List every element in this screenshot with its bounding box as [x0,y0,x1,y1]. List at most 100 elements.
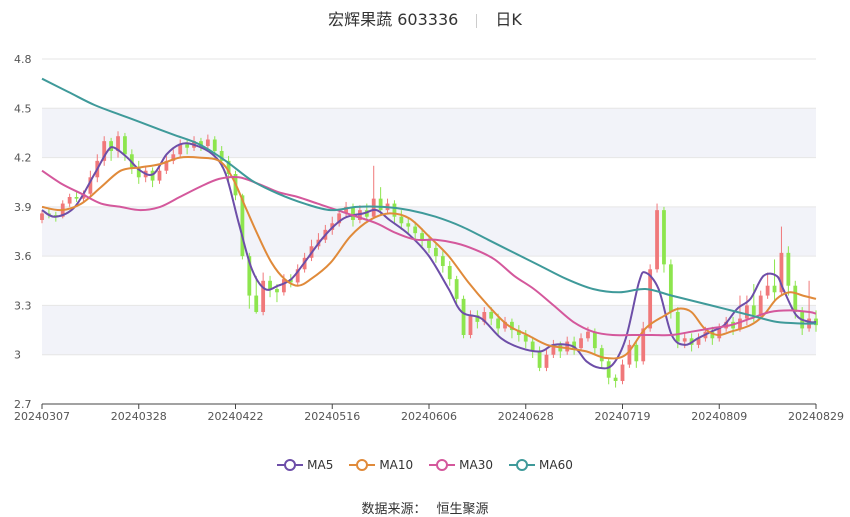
candle-body [751,305,756,316]
candle-body [371,198,376,217]
candle-body [378,198,383,211]
candle [406,218,411,234]
candle [516,325,521,342]
candle-body [226,160,231,174]
x-tick-label: 20240809 [691,410,747,423]
candle-body [537,351,542,368]
candle [116,131,120,158]
ma-line-ma30 [41,169,817,337]
candle [565,336,570,355]
candle [240,193,245,260]
candle-body [744,305,749,319]
candle [392,200,397,224]
candle [440,251,445,273]
candle [634,341,639,368]
candle-body [351,206,355,220]
legend-item-ma10[interactable]: MA10 [349,458,413,472]
ma-line-ma5 [41,142,817,370]
candle [205,134,210,150]
legend: MA5 MA10 MA30 MA60 [0,458,850,472]
candle [544,349,549,372]
legend-item-ma60[interactable]: MA60 [509,458,573,472]
candle [475,310,480,329]
candle-body [136,167,141,178]
candle-body [281,279,286,293]
candle [675,307,680,349]
candle-body [123,136,127,155]
ma-line-ma10 [41,155,817,360]
candle [185,139,190,155]
ma-lines [41,77,817,370]
candle-body [717,328,722,339]
candle-body [758,295,763,316]
band-5 [42,108,816,158]
ma-line-ma60 [41,77,817,325]
candle-body [579,338,583,349]
candle-body [620,364,625,381]
candle-body [772,285,777,293]
candle-body [364,210,369,217]
candle-body [157,170,162,181]
candle [772,259,777,303]
candle-body [641,328,646,362]
candle-body [254,295,259,312]
candle [261,272,266,316]
candle-body [655,210,659,270]
candle-body [592,331,597,349]
candle-body [510,321,514,331]
candle-body [275,289,279,293]
candle-body [668,264,673,312]
candle-body [240,195,245,257]
candle [420,228,424,247]
candle-body [406,223,411,227]
period-label[interactable]: 日K [495,10,522,29]
candle [157,165,162,184]
title-separator [476,13,478,28]
candle [461,295,466,339]
candle [696,333,701,349]
candle-body [88,177,93,194]
legend-label-ma10: MA10 [379,458,414,472]
x-tick-label: 20240719 [595,410,651,423]
legend-marker-ma5 [277,459,304,471]
y-tick-label: 4.2 [14,152,32,165]
candle [109,137,114,161]
candle-body [447,266,452,280]
y-tick-label: 4.8 [14,53,32,66]
candle [40,210,44,224]
candle [67,193,72,207]
x-axis: 20240307 20240328 20240422 20240516 20240606… [14,403,844,423]
candle [655,203,659,273]
candle-body [212,139,217,151]
candle [378,187,383,216]
candle-body [599,348,604,362]
x-tick-label: 20240328 [111,410,167,423]
candle [572,336,577,355]
legend-item-ma5[interactable]: MA5 [277,458,333,472]
candle [178,139,183,158]
legend-label-ma5: MA5 [307,458,334,472]
candle [710,326,715,345]
candle-body [420,233,424,240]
legend-item-ma30[interactable]: MA30 [429,458,493,472]
candle [150,167,155,188]
x-tick-label: 20240628 [498,410,554,423]
candle-body [682,338,687,342]
candle-body [468,315,473,335]
candle [399,210,404,230]
band-1 [42,305,816,355]
candle [551,339,556,358]
y-axis: 2.7 3 3.3 3.6 3.9 4.2 4.5 4.8 [14,53,32,411]
candle [620,359,625,385]
candle-body [710,331,715,339]
candle-body [268,280,272,289]
data-source: 数据来源： 恒生聚源 [0,498,850,517]
candle [454,275,459,306]
candle-body [337,213,342,224]
candle-body [399,216,404,224]
candle-body [786,252,791,286]
candle-body [648,269,653,329]
candle-body [102,141,107,161]
candle-body [793,285,798,312]
